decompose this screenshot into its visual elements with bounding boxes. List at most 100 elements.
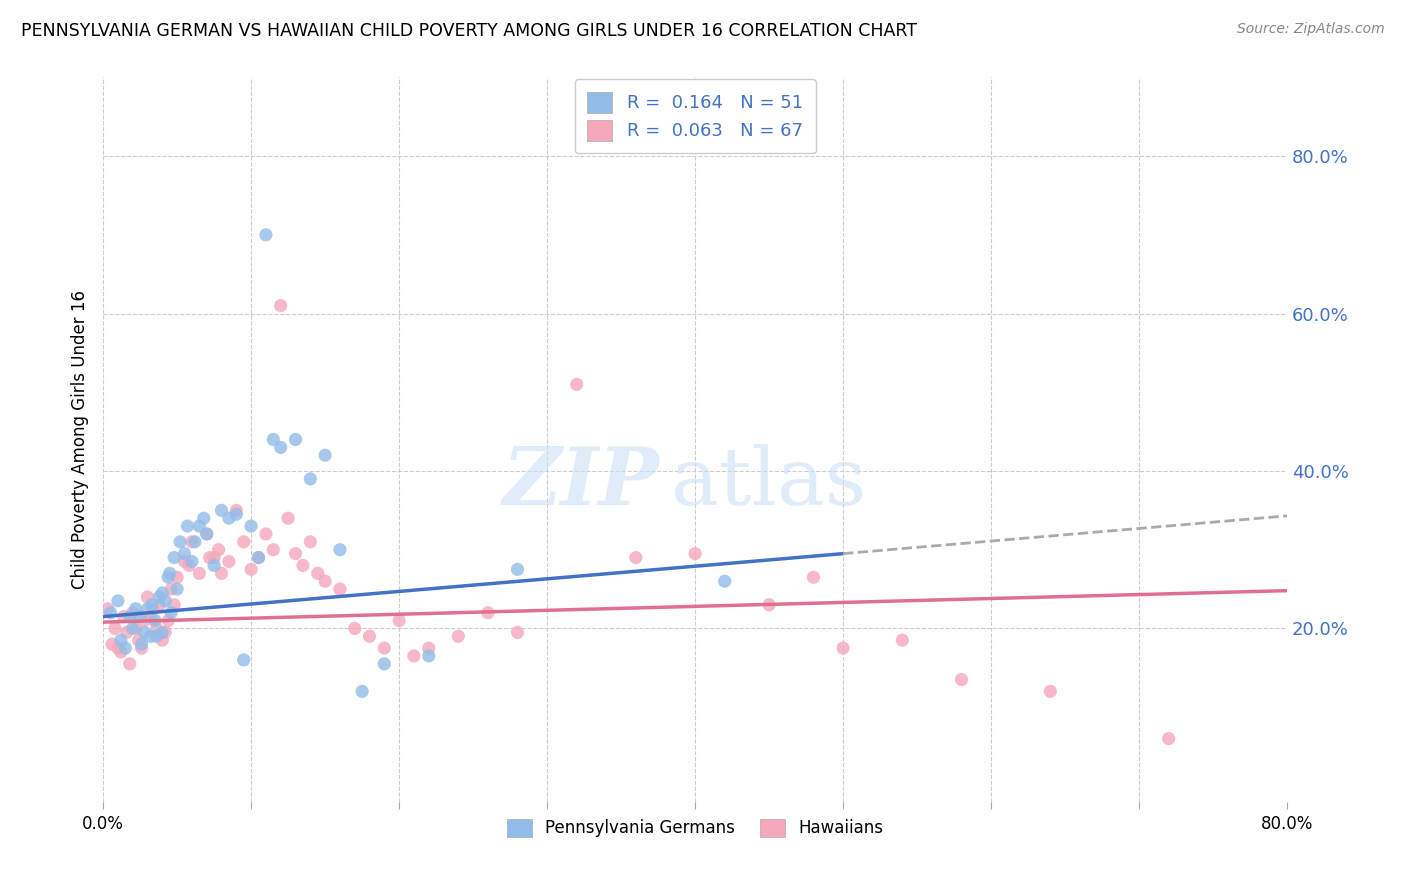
Point <box>254 227 277 242</box>
Text: PENNSYLVANIA GERMAN VS HAWAIIAN CHILD POVERTY AMONG GIRLS UNDER 16 CORRELATION C: PENNSYLVANIA GERMAN VS HAWAIIAN CHILD PO… <box>21 22 917 40</box>
Point <box>125 601 148 615</box>
Point <box>166 570 188 584</box>
Point <box>97 601 120 615</box>
Point <box>343 621 366 635</box>
Point <box>143 614 166 628</box>
Point <box>198 550 221 565</box>
Point <box>232 534 254 549</box>
Point <box>173 547 195 561</box>
Point <box>1039 684 1062 698</box>
Point <box>329 542 352 557</box>
Point <box>150 633 173 648</box>
Text: Source: ZipAtlas.com: Source: ZipAtlas.com <box>1237 22 1385 37</box>
Point <box>139 609 162 624</box>
Point <box>177 558 200 573</box>
Point <box>155 594 177 608</box>
Point <box>1157 731 1180 746</box>
Point <box>225 503 247 517</box>
Point <box>121 621 143 635</box>
Point <box>247 550 270 565</box>
Point <box>163 598 186 612</box>
Point <box>112 609 135 624</box>
Text: atlas: atlas <box>672 444 866 522</box>
Point <box>314 574 336 589</box>
Point <box>506 562 529 576</box>
Point <box>240 562 263 576</box>
Point <box>284 433 307 447</box>
Point <box>758 598 780 612</box>
Point <box>104 621 127 635</box>
Point <box>173 554 195 568</box>
Point <box>188 519 211 533</box>
Point <box>181 534 204 549</box>
Point <box>329 582 352 596</box>
Point <box>193 511 215 525</box>
Point <box>713 574 735 589</box>
Point <box>134 614 156 628</box>
Point <box>277 511 299 525</box>
Point <box>202 558 225 573</box>
Point <box>218 511 240 525</box>
Point <box>128 633 150 648</box>
Point <box>148 590 170 604</box>
Point <box>160 582 183 596</box>
Point <box>447 629 470 643</box>
Point <box>270 299 292 313</box>
Point <box>136 601 159 615</box>
Point <box>232 653 254 667</box>
Point <box>160 606 183 620</box>
Point <box>141 598 163 612</box>
Point <box>176 519 198 533</box>
Point <box>142 601 165 615</box>
Point <box>139 629 162 643</box>
Point <box>832 641 855 656</box>
Point <box>388 614 411 628</box>
Point <box>148 598 170 612</box>
Point <box>107 641 129 656</box>
Point <box>121 606 143 620</box>
Point <box>150 586 173 600</box>
Point <box>624 550 647 565</box>
Point <box>373 657 395 671</box>
Point <box>136 590 159 604</box>
Point <box>683 547 706 561</box>
Point <box>299 534 322 549</box>
Point <box>418 641 440 656</box>
Point <box>195 527 218 541</box>
Point <box>950 673 973 687</box>
Point <box>247 550 270 565</box>
Point <box>129 609 152 624</box>
Point <box>145 621 167 635</box>
Point <box>284 547 307 561</box>
Point <box>307 566 329 581</box>
Y-axis label: Child Poverty Among Girls Under 16: Child Poverty Among Girls Under 16 <box>72 290 89 589</box>
Point <box>195 527 218 541</box>
Point <box>155 625 177 640</box>
Point <box>157 614 180 628</box>
Point <box>125 621 148 635</box>
Point <box>262 542 284 557</box>
Point <box>118 657 141 671</box>
Point <box>118 609 141 624</box>
Point <box>110 645 132 659</box>
Point <box>270 441 292 455</box>
Point <box>134 625 156 640</box>
Point <box>157 570 180 584</box>
Point <box>207 542 229 557</box>
Point <box>506 625 529 640</box>
Point <box>477 606 499 620</box>
Point <box>100 606 122 620</box>
Point <box>101 637 124 651</box>
Point <box>115 625 138 640</box>
Point <box>159 566 181 581</box>
Point <box>240 519 263 533</box>
Point <box>107 594 129 608</box>
Point <box>131 641 153 656</box>
Point <box>402 648 425 663</box>
Point <box>211 566 233 581</box>
Point <box>188 566 211 581</box>
Point <box>254 527 277 541</box>
Point <box>181 554 204 568</box>
Point <box>218 554 240 568</box>
Point <box>314 448 336 462</box>
